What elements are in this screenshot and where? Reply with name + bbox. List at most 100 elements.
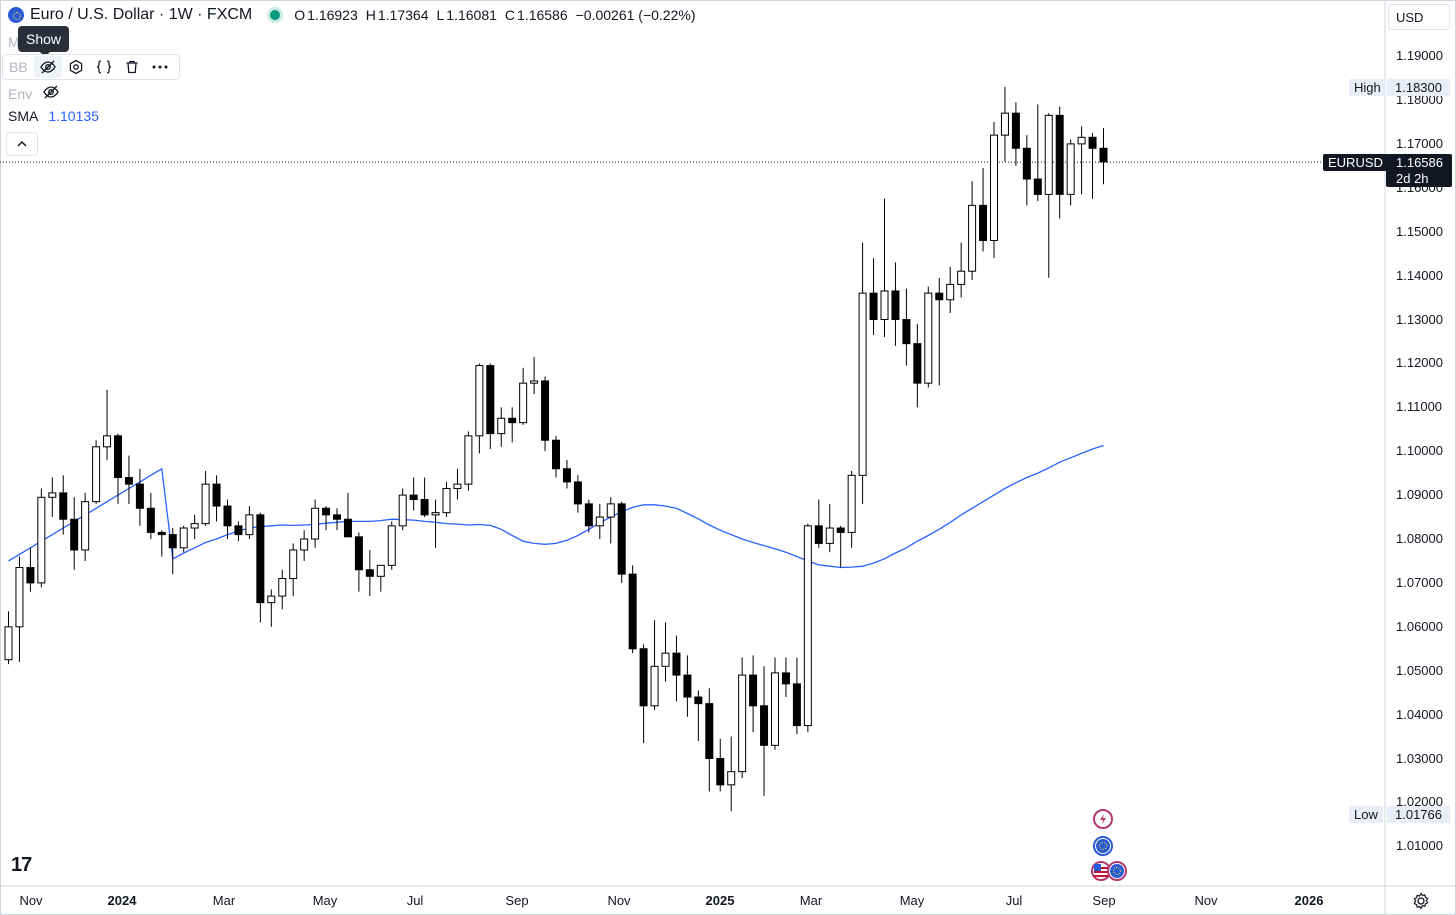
- candle-up: [278, 578, 287, 597]
- candle-down: [333, 514, 341, 520]
- candle-up: [957, 270, 966, 285]
- candle-up: [1077, 136, 1086, 145]
- candle-down: [1088, 136, 1097, 149]
- hidden-indicator-letter: M: [8, 34, 20, 50]
- candle-up: [300, 538, 309, 551]
- low-price: 1.01766: [1387, 806, 1450, 823]
- candle-down: [716, 758, 725, 786]
- price-tick-label: 1.19000: [1396, 48, 1443, 64]
- candle-down: [760, 705, 769, 746]
- time-tick-label: May: [312, 893, 338, 908]
- candle-down: [114, 435, 122, 479]
- price-tick-label: 1.12000: [1396, 355, 1443, 371]
- time-tick-label: 2025: [705, 893, 735, 908]
- high-tag: High: [1349, 79, 1386, 96]
- source-code-icon[interactable]: [90, 56, 118, 78]
- candle-down: [552, 439, 560, 470]
- candle-down: [343, 518, 352, 538]
- candle-down: [694, 696, 703, 705]
- currency-select[interactable]: USD: [1388, 4, 1450, 30]
- candle-down: [508, 417, 517, 424]
- candle-up: [4, 626, 13, 661]
- candle-down: [683, 674, 692, 698]
- indicator-row-sma: SMA 1.10135: [8, 108, 99, 124]
- candle-up: [1066, 143, 1075, 195]
- indicator-name-env[interactable]: Env: [8, 85, 33, 102]
- low-tag: Low: [1349, 806, 1383, 823]
- settings-icon[interactable]: [62, 56, 90, 78]
- candle-down: [672, 652, 681, 676]
- candle-up: [1044, 114, 1053, 195]
- eye-crossed-icon[interactable]: [42, 83, 60, 104]
- candle-down: [234, 525, 243, 536]
- ohlc-close-value: 1.16586: [517, 7, 568, 23]
- time-tick-label: Nov: [607, 893, 631, 908]
- market-status-icon[interactable]: [270, 10, 281, 20]
- candle-up: [201, 483, 210, 525]
- candle-down: [913, 343, 922, 384]
- candle-down: [584, 503, 593, 527]
- candle-up: [990, 134, 998, 241]
- candle-down: [792, 683, 801, 727]
- candle-up: [595, 516, 604, 527]
- candle-down: [1055, 114, 1064, 195]
- candle-down: [935, 292, 944, 301]
- candle-down: [256, 514, 265, 604]
- candle-up: [442, 488, 451, 514]
- candle-down: [157, 531, 166, 536]
- candle-up: [431, 512, 440, 516]
- time-tick-label: May: [899, 893, 925, 908]
- tradingview-logo[interactable]: 17: [11, 854, 32, 876]
- candle-up: [190, 523, 199, 529]
- candle-up: [946, 283, 955, 301]
- lightning-icon[interactable]: [1093, 809, 1113, 829]
- bar-countdown: 2d 2h: [1396, 171, 1429, 186]
- candle-down: [979, 204, 988, 241]
- ohlc-low-key: L: [436, 7, 445, 23]
- candle-down: [212, 483, 221, 507]
- collapse-legend-button[interactable]: [6, 132, 38, 156]
- time-tick-label: Mar: [212, 893, 236, 908]
- candle-up: [803, 525, 812, 727]
- more-icon[interactable]: [146, 56, 174, 78]
- price-tick-label: 1.06000: [1396, 618, 1443, 634]
- symbol-title[interactable]: Euro / U.S. Dollar · 1W · FXCM: [30, 6, 253, 23]
- price-tick-label: 1.17000: [1396, 135, 1443, 151]
- candle-down: [59, 492, 68, 520]
- sma-line: [8, 444, 1104, 569]
- candle-down: [573, 481, 582, 505]
- delete-icon[interactable]: [118, 56, 146, 78]
- current-price: 1.16586: [1396, 155, 1443, 170]
- eu-flag-icon[interactable]: [1093, 836, 1113, 856]
- candle-down: [135, 483, 144, 509]
- price-tick-label: 1.11000: [1396, 399, 1443, 415]
- price-tick-label: 1.09000: [1396, 487, 1443, 503]
- candle-down: [639, 648, 648, 707]
- candle-up: [880, 290, 889, 320]
- eye-crossed-icon[interactable]: [33, 56, 62, 78]
- indicator-name-bb[interactable]: BB: [9, 59, 28, 75]
- us-eu-flags-icon[interactable]: [1107, 861, 1127, 881]
- candle-down: [705, 703, 714, 759]
- candle-up: [92, 446, 101, 503]
- candle-up: [387, 525, 396, 566]
- candle-up: [376, 564, 385, 577]
- candle-down: [562, 468, 571, 483]
- candle-up: [179, 527, 188, 549]
- candle-up: [847, 474, 856, 533]
- chart-settings-gear-icon[interactable]: [1411, 891, 1431, 911]
- symbol-legend: Euro / U.S. Dollar · 1W · FXCM O 1.16923 …: [8, 6, 696, 24]
- candle-up: [311, 507, 320, 540]
- ohlc-close-key: C: [504, 7, 516, 23]
- indicator-row-env: Env: [8, 83, 60, 104]
- indicator-name-sma[interactable]: SMA: [8, 108, 39, 124]
- candle-up: [738, 674, 747, 773]
- us-flag-icon[interactable]: [1091, 861, 1111, 881]
- candle-down: [749, 674, 758, 707]
- ohlc-open-value: 1.16923: [307, 7, 358, 23]
- candle-down: [70, 518, 79, 551]
- candle-down: [1033, 178, 1042, 195]
- time-tick-label: Jul: [1005, 893, 1023, 908]
- candle-down: [891, 290, 900, 320]
